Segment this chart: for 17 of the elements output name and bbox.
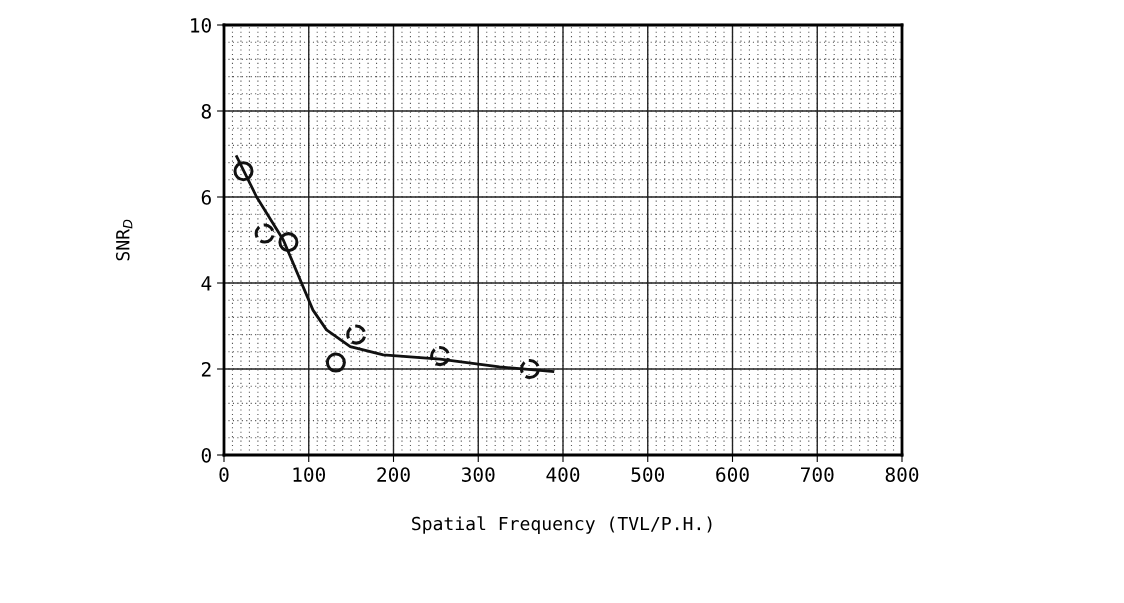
- x-tick-label: 200: [377, 467, 410, 482]
- x-tick-label: 600: [716, 467, 749, 482]
- y-tick-label: 10: [191, 18, 211, 33]
- y-tick-label: 6: [201, 190, 211, 205]
- y-tick-label: 4: [201, 276, 212, 291]
- y-tick-label: 8: [201, 104, 211, 119]
- x-tick-label: 400: [546, 467, 580, 482]
- x-tick-label: 700: [801, 467, 834, 482]
- x-axis-title: Spatial Frequency (TVL/P.H.): [412, 516, 712, 534]
- x-tick-label: 800: [885, 467, 919, 482]
- x-tick-label: 0: [219, 467, 229, 482]
- x-tick-label: 100: [293, 467, 326, 482]
- y-tick-label: 0: [201, 448, 211, 463]
- x-tick-label: 500: [631, 467, 665, 482]
- y-axis-title: SNR$_{D}$: [115, 219, 133, 261]
- y-tick-label: 2: [201, 362, 211, 377]
- x-tick-label: 300: [461, 467, 495, 482]
